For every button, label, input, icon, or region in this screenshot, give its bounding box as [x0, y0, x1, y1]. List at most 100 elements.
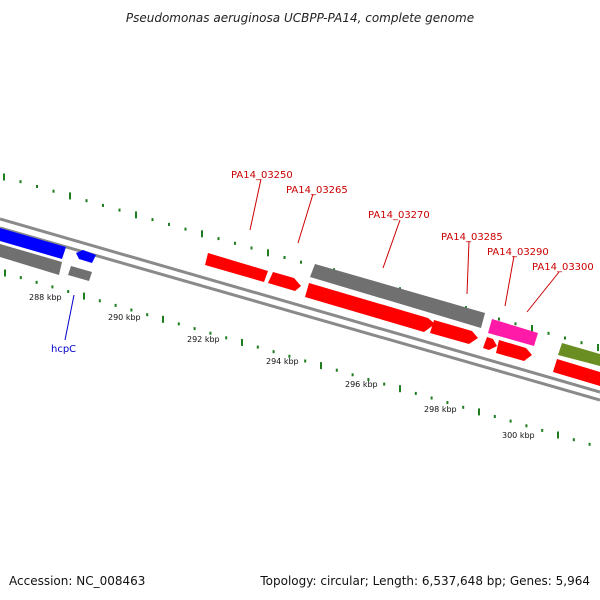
minor-tick: [514, 322, 517, 326]
minor-tick: [225, 336, 228, 340]
minor-tick: [51, 285, 54, 289]
major-tick: [241, 338, 243, 346]
minor-tick: [217, 237, 220, 241]
minor-tick: [168, 222, 170, 226]
callout-line: [297, 193, 314, 244]
inner-tick-ring: [4, 269, 591, 446]
minor-tick: [193, 327, 196, 331]
gene-arrow[interactable]: [0, 228, 66, 259]
minor-tick: [446, 401, 449, 405]
major-tick: [135, 211, 137, 219]
kbp-label: 292 kbp: [187, 335, 220, 344]
gene-arrow[interactable]: [553, 359, 600, 386]
gene-arrow[interactable]: [558, 343, 600, 366]
gene-arrow[interactable]: [68, 266, 92, 281]
major-tick: [597, 344, 599, 351]
minor-tick: [130, 308, 133, 312]
minor-tick: [146, 313, 149, 317]
topology-summary-text: Topology: circular; Length: 6,537,648 bp…: [259, 574, 590, 588]
gene-arrow[interactable]: [76, 250, 96, 263]
minor-tick: [430, 396, 433, 400]
gene-arrow[interactable]: [305, 283, 435, 332]
minor-tick: [300, 260, 302, 264]
gene-arrow[interactable]: [205, 253, 268, 282]
minor-tick: [288, 354, 291, 358]
minor-tick: [114, 303, 117, 307]
map-title: Pseudomonas aeruginosa UCBPP-PA14, compl…: [126, 11, 474, 25]
minor-tick: [85, 199, 88, 203]
major-tick: [3, 173, 5, 181]
major-tick: [531, 325, 533, 332]
gene-label[interactable]: PA14_03270: [368, 210, 430, 221]
major-tick: [83, 292, 85, 300]
major-tick: [267, 249, 269, 257]
minor-tick: [177, 322, 180, 326]
callout-line: [466, 240, 470, 295]
backbone-line-lower: [0, 226, 600, 402]
callout-line: [504, 255, 515, 307]
backbone: [0, 217, 600, 402]
major-tick: [557, 431, 559, 439]
minor-tick: [588, 442, 591, 446]
accession-text: Accession: NC_008463: [9, 574, 145, 588]
minor-tick: [184, 227, 187, 231]
kbp-label: 296 kbp: [345, 380, 378, 389]
callout-line: [382, 219, 401, 269]
gene-track-upper: [0, 228, 600, 366]
major-tick: [4, 269, 6, 277]
gene-label[interactable]: PA14_03265: [286, 185, 348, 196]
major-tick: [478, 408, 480, 416]
callout-line: [64, 294, 75, 341]
minor-tick: [383, 382, 386, 386]
minor-tick: [525, 424, 528, 428]
callout-lines: [64, 178, 560, 341]
major-tick: [69, 192, 71, 200]
minor-tick: [256, 345, 259, 349]
minor-tick: [351, 373, 354, 377]
minor-tick: [547, 331, 550, 335]
kbp-label: 298 kbp: [424, 405, 457, 414]
minor-tick: [462, 405, 465, 409]
gene-arrow[interactable]: [268, 272, 301, 291]
gene-arrow[interactable]: [483, 337, 497, 350]
backbone-line-upper: [0, 217, 600, 394]
minor-tick: [493, 415, 496, 418]
major-tick: [320, 362, 322, 370]
minor-tick: [234, 241, 236, 245]
minor-tick: [35, 280, 38, 284]
gene-label[interactable]: PA14_03290: [487, 247, 549, 258]
minor-tick: [67, 290, 70, 293]
minor-tick: [250, 246, 253, 250]
minor-tick: [283, 256, 286, 259]
minor-tick: [98, 299, 101, 303]
gene-label[interactable]: PA14_03250: [231, 170, 293, 181]
minor-tick: [335, 368, 338, 372]
minor-tick: [209, 331, 212, 335]
minor-tick: [580, 341, 583, 345]
kbp-label: 300 kbp: [502, 431, 535, 440]
gene-label-hcpc[interactable]: hcpC: [51, 344, 76, 355]
minor-tick: [509, 419, 512, 423]
minor-tick: [564, 336, 566, 340]
major-tick: [201, 230, 203, 238]
gene-label[interactable]: PA14_03300: [532, 262, 594, 273]
major-tick: [399, 385, 401, 393]
minor-tick: [414, 391, 417, 395]
kbp-label: 288 kbp: [29, 293, 62, 302]
minor-tick: [52, 189, 55, 193]
minor-tick: [367, 378, 370, 381]
gene-track-lower: [0, 244, 600, 386]
minor-tick: [102, 203, 104, 207]
gene-label[interactable]: PA14_03285: [441, 232, 503, 243]
minor-tick: [118, 208, 121, 212]
gene-arrow[interactable]: [488, 319, 538, 346]
gene-arrow[interactable]: [310, 264, 485, 328]
gene-arrow[interactable]: [496, 340, 532, 361]
minor-tick: [498, 317, 500, 321]
minor-tick: [19, 180, 22, 184]
gene-arrow[interactable]: [430, 320, 478, 344]
gene-arrow[interactable]: [0, 244, 62, 275]
minor-tick: [304, 359, 307, 363]
minor-tick: [572, 438, 575, 442]
callout-line: [526, 271, 560, 313]
